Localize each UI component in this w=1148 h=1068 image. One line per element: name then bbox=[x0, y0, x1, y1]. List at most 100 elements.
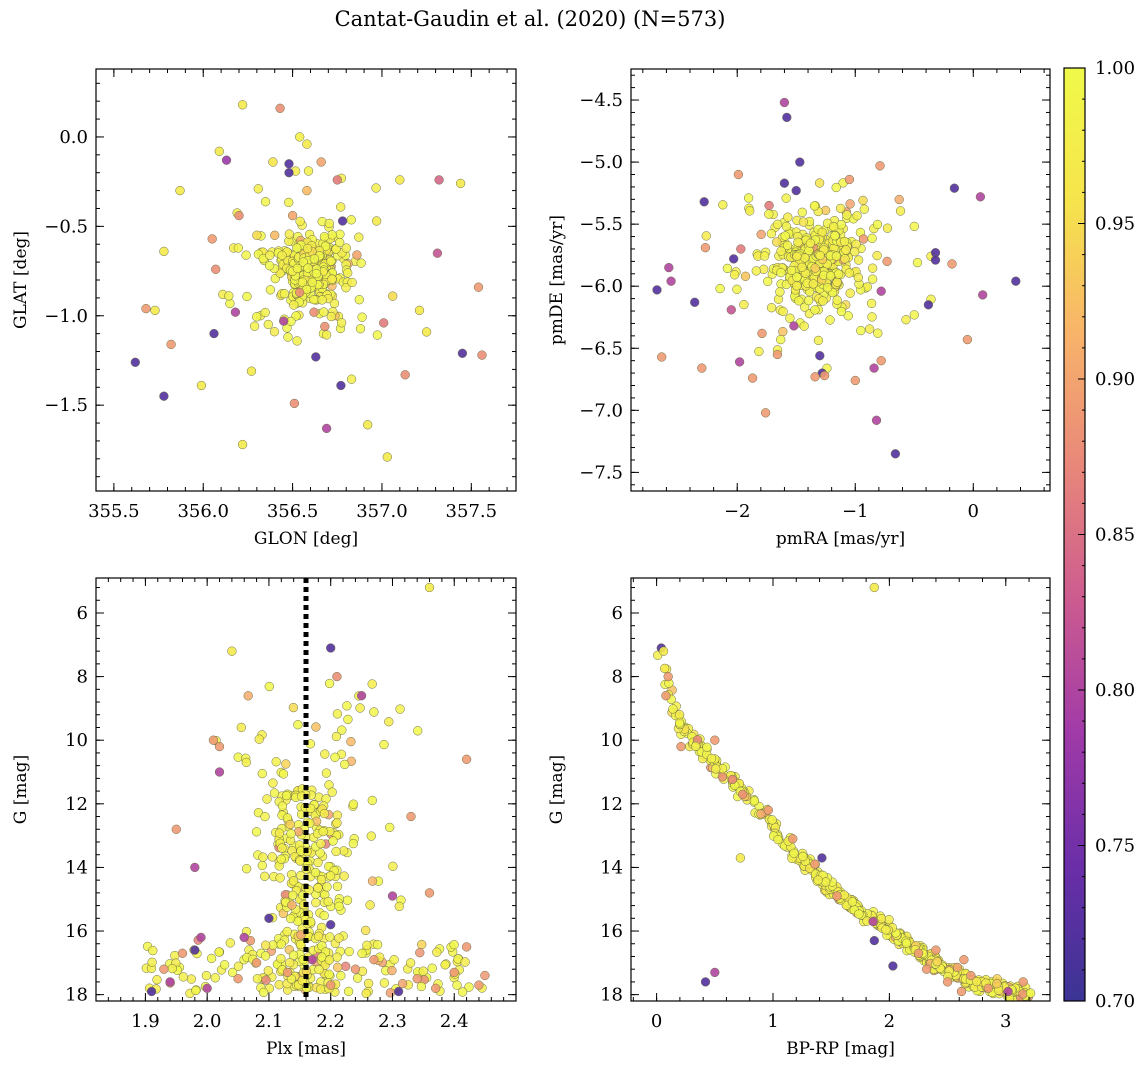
data-point bbox=[241, 864, 252, 874]
data-point bbox=[323, 896, 333, 907]
data-point bbox=[281, 759, 291, 769]
data-point bbox=[278, 769, 289, 779]
data-point bbox=[332, 818, 342, 828]
data-point bbox=[337, 216, 348, 226]
colorbar: 0.70 0.75 0.80 0.85 0.90 0.95 1.00 bbox=[1063, 58, 1135, 1012]
data-point bbox=[793, 237, 803, 247]
data-point bbox=[923, 300, 934, 310]
data-point bbox=[800, 253, 810, 263]
data-point bbox=[733, 169, 744, 180]
data-point bbox=[257, 860, 267, 871]
data-point bbox=[372, 940, 383, 950]
data-point bbox=[130, 357, 140, 367]
data-point bbox=[242, 291, 252, 302]
data-point bbox=[253, 184, 263, 194]
data-point bbox=[311, 722, 321, 732]
data-point bbox=[286, 829, 296, 839]
data-point bbox=[432, 248, 443, 258]
data-point bbox=[258, 987, 269, 998]
data-point bbox=[343, 268, 353, 278]
data-point bbox=[326, 311, 336, 322]
x-tick-label: 0 bbox=[968, 501, 979, 522]
data-point bbox=[346, 736, 356, 747]
data-point bbox=[260, 940, 271, 950]
data-point bbox=[296, 930, 306, 940]
data-point bbox=[332, 671, 342, 682]
data-point bbox=[697, 363, 707, 373]
data-point bbox=[316, 838, 326, 849]
x-tick-label: 2.2 bbox=[316, 1011, 345, 1032]
data-point bbox=[350, 964, 361, 974]
data-point bbox=[747, 373, 758, 383]
data-point bbox=[764, 200, 774, 211]
data-point bbox=[831, 251, 842, 261]
data-point bbox=[341, 243, 351, 253]
data-point bbox=[867, 233, 877, 243]
data-point bbox=[822, 283, 833, 293]
y-tick-label: −5.5 bbox=[579, 214, 623, 235]
data-point bbox=[262, 794, 272, 804]
data-point bbox=[810, 859, 820, 869]
colorbar-tick-label: 0.90 bbox=[1095, 369, 1135, 390]
data-point bbox=[276, 953, 286, 964]
data-point bbox=[348, 799, 359, 809]
data-point bbox=[319, 808, 330, 819]
data-point bbox=[267, 852, 277, 862]
data-point bbox=[334, 901, 344, 911]
data-point bbox=[214, 741, 225, 752]
data-point bbox=[652, 285, 662, 295]
data-point bbox=[978, 290, 988, 300]
data-point bbox=[772, 349, 783, 360]
data-point bbox=[854, 909, 864, 919]
data-point bbox=[252, 312, 262, 322]
data-point bbox=[233, 961, 244, 971]
data-point bbox=[341, 283, 351, 293]
y-tick-label: −7.5 bbox=[579, 462, 623, 483]
data-point bbox=[829, 221, 839, 232]
data-point bbox=[743, 193, 754, 203]
data-point bbox=[369, 707, 379, 717]
data-point bbox=[778, 306, 788, 317]
data-point bbox=[178, 972, 188, 982]
data-point bbox=[366, 831, 376, 841]
data-point bbox=[342, 895, 353, 905]
data-point bbox=[387, 965, 397, 976]
data-point bbox=[781, 221, 792, 232]
data-point bbox=[331, 731, 342, 742]
data-point bbox=[331, 846, 341, 857]
data-point bbox=[325, 932, 335, 942]
data-point bbox=[343, 986, 354, 997]
x-tick-label: 1.9 bbox=[131, 1011, 160, 1032]
data-point bbox=[307, 277, 317, 287]
data-point bbox=[909, 221, 919, 232]
data-point bbox=[406, 811, 416, 822]
data-point bbox=[477, 350, 487, 360]
data-point bbox=[311, 268, 322, 279]
data-point bbox=[819, 370, 830, 381]
data-point bbox=[842, 210, 852, 220]
data-point bbox=[845, 288, 855, 298]
data-point bbox=[379, 318, 389, 328]
data-point bbox=[966, 970, 976, 981]
data-point bbox=[275, 103, 285, 113]
data-point bbox=[413, 726, 423, 736]
data-point bbox=[781, 193, 791, 203]
data-point bbox=[772, 237, 782, 247]
data-point bbox=[757, 328, 767, 339]
data-point bbox=[867, 274, 878, 284]
data-point bbox=[715, 283, 725, 294]
data-point bbox=[794, 296, 804, 306]
data-point bbox=[385, 822, 395, 833]
data-point bbox=[148, 945, 158, 956]
data-point bbox=[810, 305, 820, 315]
data-point bbox=[279, 289, 290, 299]
data-point bbox=[734, 357, 745, 367]
data-point bbox=[913, 948, 924, 958]
data-point bbox=[461, 754, 472, 764]
data-point bbox=[947, 259, 957, 269]
data-point bbox=[271, 757, 281, 767]
data-point bbox=[343, 714, 353, 725]
data-point bbox=[309, 294, 319, 305]
data-point bbox=[959, 955, 969, 965]
data-point bbox=[658, 646, 669, 656]
